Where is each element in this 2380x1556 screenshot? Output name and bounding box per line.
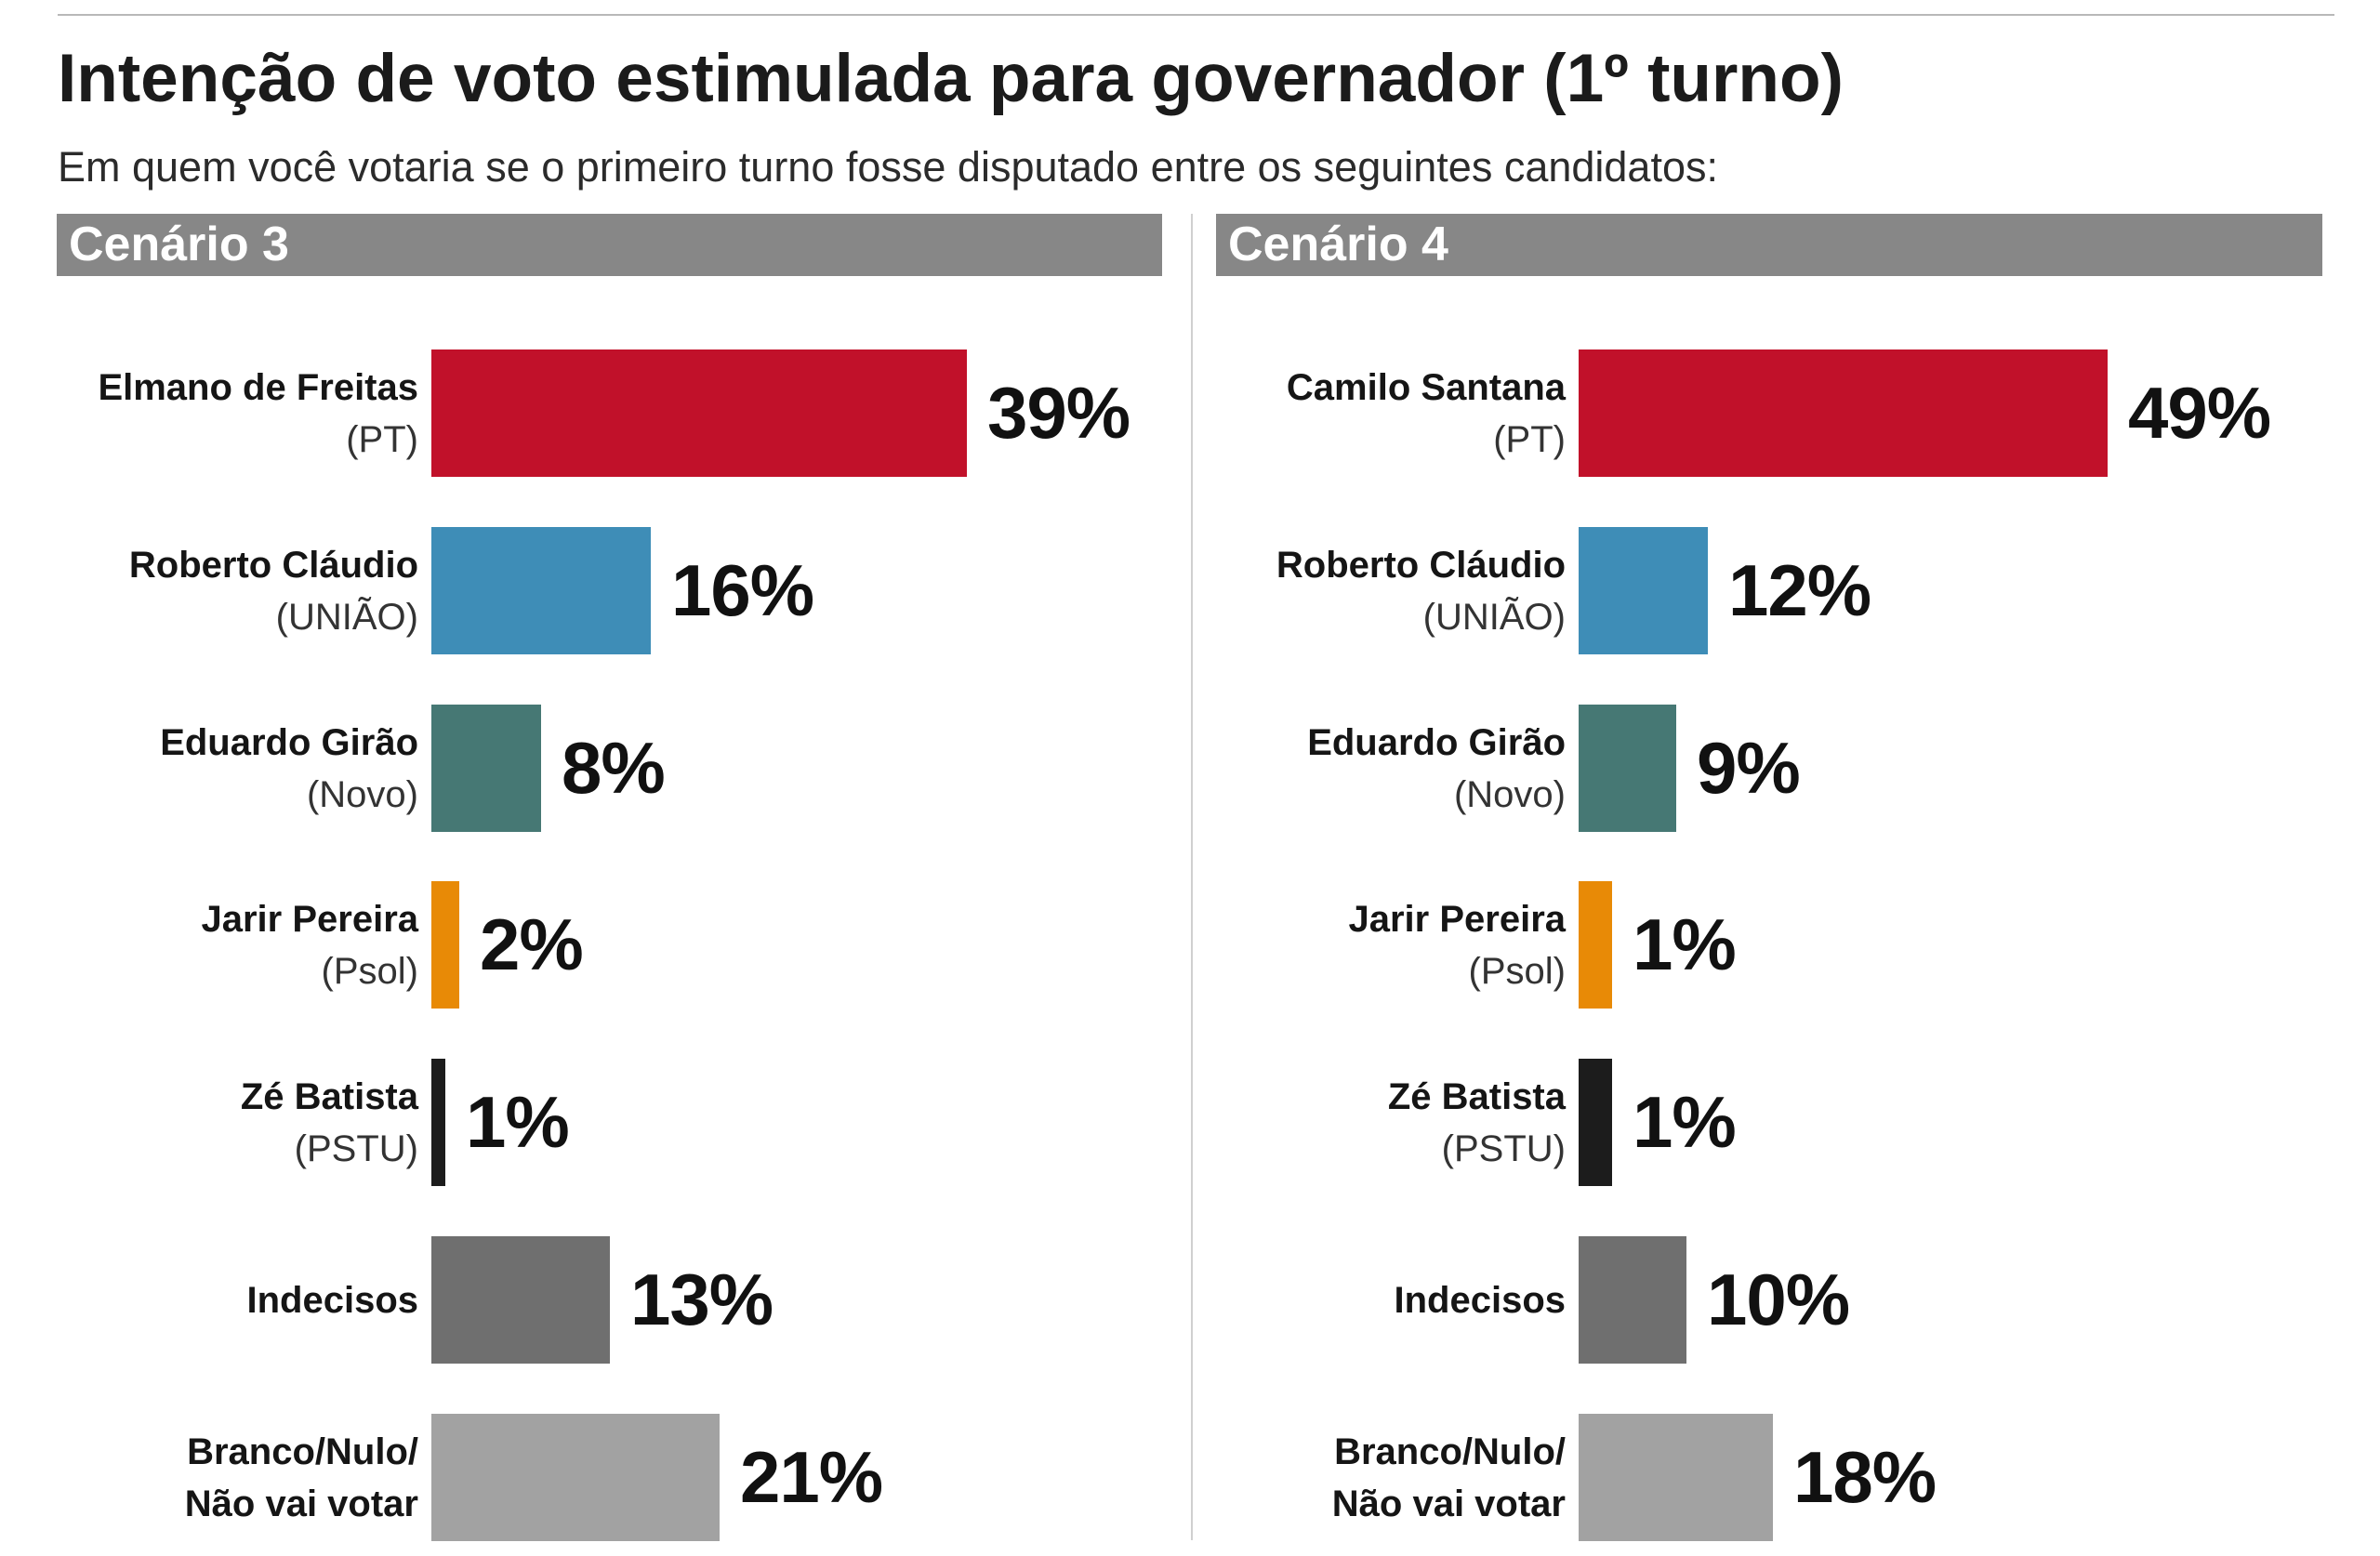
party-name: (Psol) bbox=[1468, 950, 1566, 992]
category-label: Camilo Santana (PT) bbox=[1212, 349, 1566, 477]
party-name: (Psol) bbox=[321, 950, 418, 992]
bar bbox=[431, 349, 967, 477]
category-label: Indecisos bbox=[1212, 1236, 1566, 1364]
value-label: 39% bbox=[987, 372, 1130, 454]
value-label: 10% bbox=[1707, 1259, 1850, 1340]
candidate-name: Branco/Nulo/ Não vai votar bbox=[1331, 1431, 1566, 1524]
category-label: Zé Batista (PSTU) bbox=[1212, 1059, 1566, 1186]
chart-subtitle: Em quem você votaria se o primeiro turno… bbox=[58, 143, 1718, 191]
bar bbox=[431, 1414, 721, 1541]
party-name: (PT) bbox=[1493, 418, 1566, 460]
category-label: Elmano de Freitas (PT) bbox=[65, 349, 418, 477]
candidate-name: Indecisos bbox=[246, 1279, 418, 1321]
candidate-name: Eduardo Girão bbox=[1307, 721, 1566, 763]
candidate-name: Eduardo Girão bbox=[160, 721, 418, 763]
candidate-name: Elmano de Freitas bbox=[98, 366, 418, 408]
value-label: 2% bbox=[480, 903, 584, 985]
value-label: 13% bbox=[630, 1259, 774, 1340]
category-label: Roberto Cláudio (UNIÃO) bbox=[1212, 527, 1566, 654]
value-label: 1% bbox=[466, 1081, 570, 1163]
bar bbox=[1579, 1059, 1612, 1186]
category-label: Branco/Nulo/ Não vai votar bbox=[65, 1414, 418, 1541]
candidate-name: Branco/Nulo/ Não vai votar bbox=[184, 1431, 418, 1524]
value-label: 12% bbox=[1728, 549, 1871, 631]
candidate-name: Jarir Pereira bbox=[201, 898, 418, 940]
bar bbox=[1579, 1414, 1774, 1541]
candidate-name: Jarir Pereira bbox=[1348, 898, 1566, 940]
party-name: (Novo) bbox=[1453, 773, 1566, 815]
value-label: 1% bbox=[1633, 1081, 1737, 1163]
value-label: 9% bbox=[1697, 727, 1801, 809]
value-label: 21% bbox=[740, 1436, 883, 1518]
candidate-name: Zé Batista bbox=[240, 1075, 418, 1117]
party-name: (PT) bbox=[346, 418, 418, 460]
bar bbox=[431, 1059, 445, 1186]
value-label: 18% bbox=[1793, 1436, 1937, 1518]
bar bbox=[1579, 705, 1676, 832]
value-label: 49% bbox=[2128, 372, 2271, 454]
value-label: 1% bbox=[1633, 903, 1737, 985]
bar bbox=[431, 881, 459, 1009]
scenario-3-header: Cenário 3 bbox=[57, 214, 1162, 276]
party-name: (UNIÃO) bbox=[275, 596, 418, 638]
candidate-name: Zé Batista bbox=[1387, 1075, 1566, 1117]
bar bbox=[431, 705, 542, 832]
bar bbox=[431, 1236, 610, 1364]
bar bbox=[1579, 1236, 1687, 1364]
category-label: Jarir Pereira (Psol) bbox=[1212, 881, 1566, 1009]
bar bbox=[1579, 349, 2109, 477]
category-label: Jarir Pereira (Psol) bbox=[65, 881, 418, 1009]
category-label: Zé Batista (PSTU) bbox=[65, 1059, 418, 1186]
candidate-name: Roberto Cláudio bbox=[128, 544, 418, 586]
candidate-name: Roberto Cláudio bbox=[1276, 544, 1566, 586]
bar bbox=[431, 527, 652, 654]
category-label: Eduardo Girão (Novo) bbox=[1212, 705, 1566, 832]
party-name: (UNIÃO) bbox=[1422, 596, 1566, 638]
bar bbox=[1579, 881, 1612, 1009]
category-label: Eduardo Girão (Novo) bbox=[65, 705, 418, 832]
chart-title: Intenção de voto estimulada para governa… bbox=[58, 41, 1844, 116]
top-rule bbox=[58, 14, 2334, 16]
category-label: Indecisos bbox=[65, 1236, 418, 1364]
panel-divider bbox=[1191, 214, 1193, 1540]
candidate-name: Camilo Santana bbox=[1286, 366, 1566, 408]
party-name: (Novo) bbox=[306, 773, 418, 815]
scenario-4-header: Cenário 4 bbox=[1216, 214, 2322, 276]
party-name: (PSTU) bbox=[294, 1127, 418, 1169]
bar bbox=[1579, 527, 1709, 654]
category-label: Roberto Cláudio (UNIÃO) bbox=[65, 527, 418, 654]
value-label: 16% bbox=[671, 549, 814, 631]
party-name: (PSTU) bbox=[1441, 1127, 1566, 1169]
category-label: Branco/Nulo/ Não vai votar bbox=[1212, 1414, 1566, 1541]
value-label: 8% bbox=[562, 727, 666, 809]
candidate-name: Indecisos bbox=[1394, 1279, 1566, 1321]
